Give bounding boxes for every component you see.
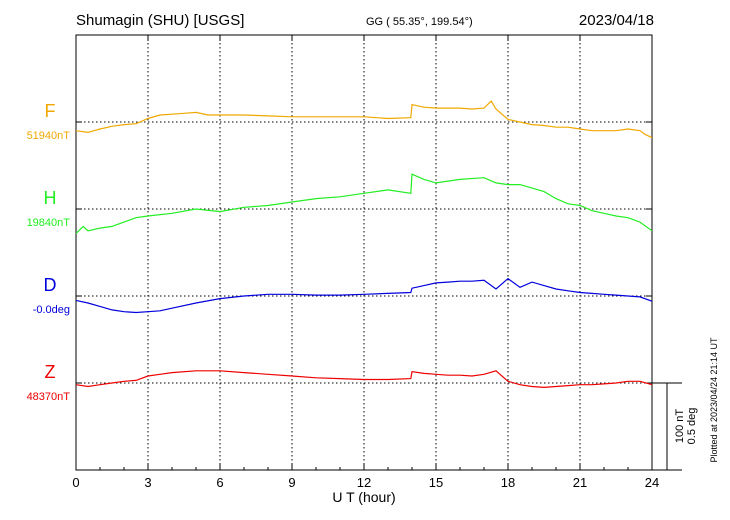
station-title: Shumagin (SHU) [USGS] xyxy=(76,12,244,29)
x-tick-label: 3 xyxy=(144,475,151,490)
baseline-lines xyxy=(76,121,652,384)
x-tick-label: 0 xyxy=(72,475,79,490)
series-name-d: D xyxy=(44,275,57,295)
series-line-z xyxy=(75,370,653,389)
series-line-h xyxy=(75,173,653,234)
series-name-f: F xyxy=(45,101,56,121)
series-line-d xyxy=(75,277,653,314)
station-coords: GG ( 55.35°, 199.54°) xyxy=(366,16,473,28)
plot-date: 2023/04/18 xyxy=(579,12,654,29)
series-name-h: H xyxy=(44,188,57,208)
series-line-f xyxy=(75,100,653,139)
series-name-z: Z xyxy=(45,362,56,382)
x-tick-label: 15 xyxy=(429,475,443,490)
scale-label-nt: 100 nT xyxy=(674,409,686,444)
x-tick-label: 6 xyxy=(216,475,223,490)
series-baseline-z: 48370nT xyxy=(27,391,71,403)
scale-label-deg: 0.5 deg xyxy=(686,408,698,445)
series-labels: F 51940nT H 19840nT D -0.0deg Z 48370nT xyxy=(27,101,71,403)
series-baseline-d: -0.0deg xyxy=(33,304,70,316)
grid-lines xyxy=(147,35,581,470)
x-tick-label: 18 xyxy=(501,475,515,490)
x-tick-label: 21 xyxy=(573,475,587,490)
x-axis-ticks: 0 3 6 9 12 15 18 21 24 xyxy=(72,35,659,490)
plotted-at-note: Plotted at 2023/04/24 21:14 UT xyxy=(709,337,719,463)
x-tick-label: 24 xyxy=(645,475,659,490)
series-baseline-h: 19840nT xyxy=(27,217,71,229)
scale-bar: 100 nT 0.5 deg xyxy=(652,382,698,471)
series-lines xyxy=(75,100,653,389)
series-baseline-f: 51940nT xyxy=(27,130,71,142)
x-axis-label: U T (hour) xyxy=(332,489,395,505)
x-tick-label: 9 xyxy=(288,475,295,490)
x-tick-label: 12 xyxy=(357,475,371,490)
